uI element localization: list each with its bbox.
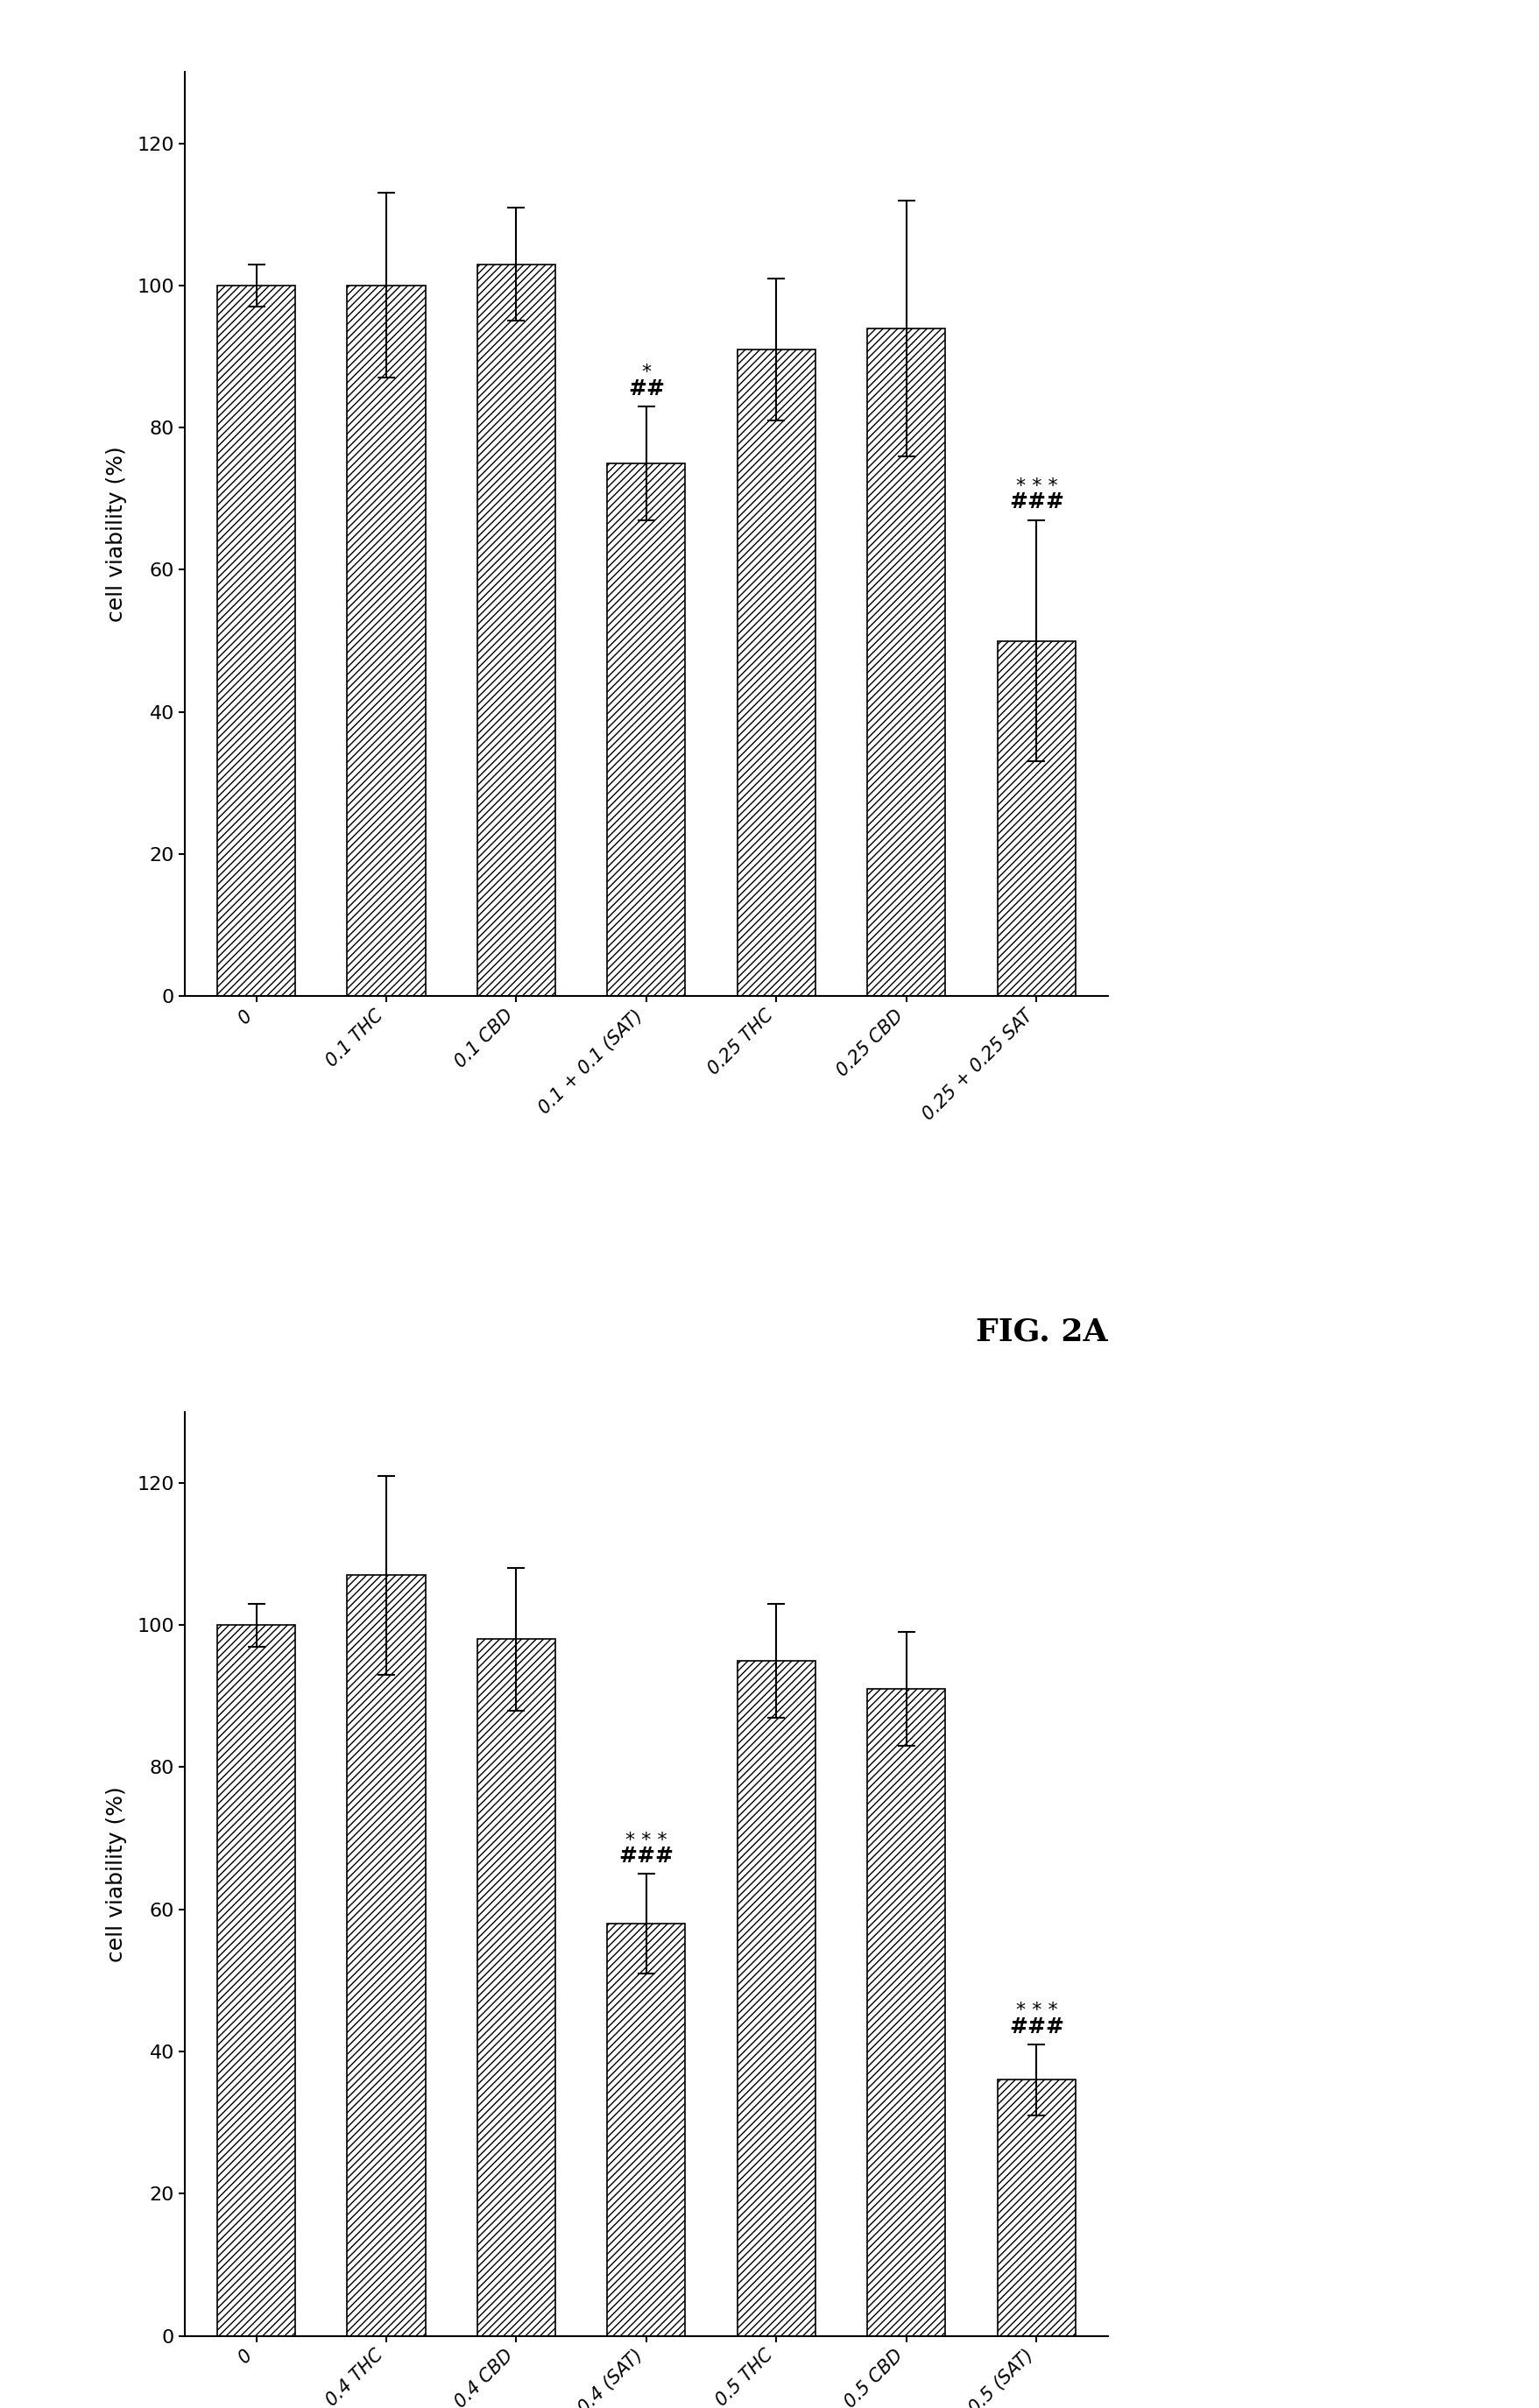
Text: ###: ### bbox=[619, 1845, 674, 1866]
Bar bbox=[737, 1662, 816, 2336]
Bar bbox=[868, 327, 945, 997]
Bar bbox=[477, 265, 556, 997]
Bar bbox=[608, 462, 685, 997]
Text: FIG. 2A: FIG. 2A bbox=[976, 1317, 1108, 1346]
Text: ###: ### bbox=[1010, 491, 1063, 513]
Bar bbox=[997, 2081, 1076, 2336]
Bar bbox=[217, 287, 295, 997]
Bar bbox=[608, 1924, 685, 2336]
Bar bbox=[477, 1640, 556, 2336]
Text: ###: ### bbox=[1010, 2015, 1063, 2037]
Bar bbox=[348, 1575, 425, 2336]
Text: *: * bbox=[642, 364, 651, 380]
Bar bbox=[737, 349, 816, 997]
Text: * * *: * * * bbox=[1016, 477, 1057, 496]
Bar bbox=[997, 641, 1076, 997]
Bar bbox=[348, 287, 425, 997]
Y-axis label: cell viability (%): cell viability (%) bbox=[106, 1787, 128, 1963]
Y-axis label: cell viability (%): cell viability (%) bbox=[106, 445, 128, 621]
Bar bbox=[868, 1688, 945, 2336]
Text: * * *: * * * bbox=[625, 1832, 668, 1849]
Bar bbox=[217, 1625, 295, 2336]
Text: * * *: * * * bbox=[1016, 2001, 1057, 2020]
Text: ##: ## bbox=[628, 378, 665, 400]
